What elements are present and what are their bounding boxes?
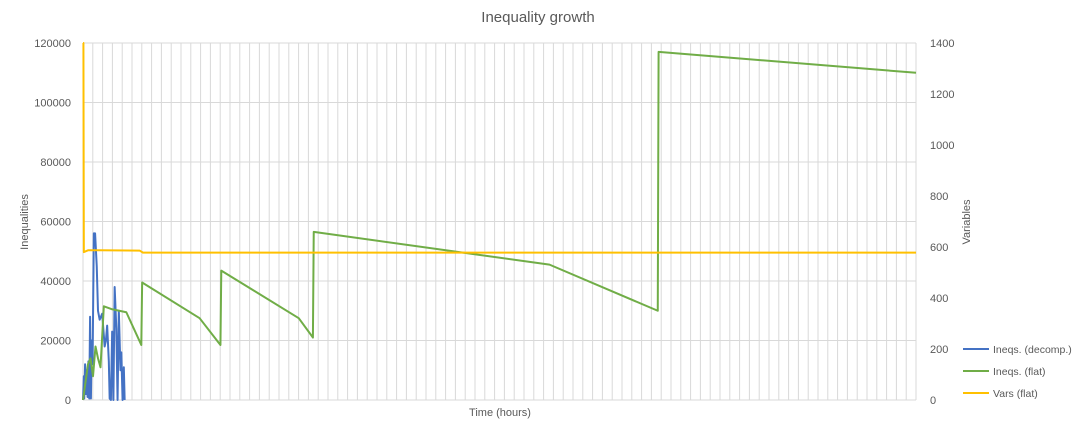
right-tick-label: 200: [930, 344, 948, 356]
left-tick-label: 20000: [40, 336, 71, 348]
right-tick-label: 0: [930, 395, 936, 407]
series-line-0: [82, 232, 126, 401]
legend-label: Ineqs. (decomp.): [993, 344, 1072, 356]
legend: Ineqs. (decomp.) Ineqs. (flat) Vars (flat): [963, 344, 1072, 400]
grid-layer: [82, 42, 917, 401]
left-tick-label: 100000: [34, 98, 71, 110]
right-tick-label: 1400: [930, 38, 954, 50]
right-tick-label: 800: [930, 191, 948, 203]
right-tick-label: 1200: [930, 89, 954, 101]
right-tick-label: 600: [930, 242, 948, 254]
legend-label: Vars (flat): [993, 388, 1038, 400]
left-axis-title: Inequalities: [19, 194, 31, 250]
series-line-2: [82, 42, 916, 254]
x-axis-title: Time (hours): [469, 407, 531, 419]
left-tick-label: 60000: [40, 217, 71, 229]
right-tick-label: 400: [930, 293, 948, 305]
legend-label: Ineqs. (flat): [993, 366, 1046, 378]
left-tick-label: 0: [65, 395, 71, 407]
chart-title: Inequality growth: [481, 9, 594, 26]
left-tick-label: 40000: [40, 276, 71, 288]
left-tick-label: 120000: [34, 38, 71, 50]
series-layer: [82, 42, 917, 401]
axis-layer: 0 20000 40000 60000 80000 100000 120000 0 200 400…: [34, 38, 954, 407]
series-line-1: [82, 50, 917, 401]
left-tick-label: 80000: [40, 157, 71, 169]
right-tick-label: 1000: [930, 140, 954, 152]
right-axis-title: Variables: [961, 199, 973, 245]
